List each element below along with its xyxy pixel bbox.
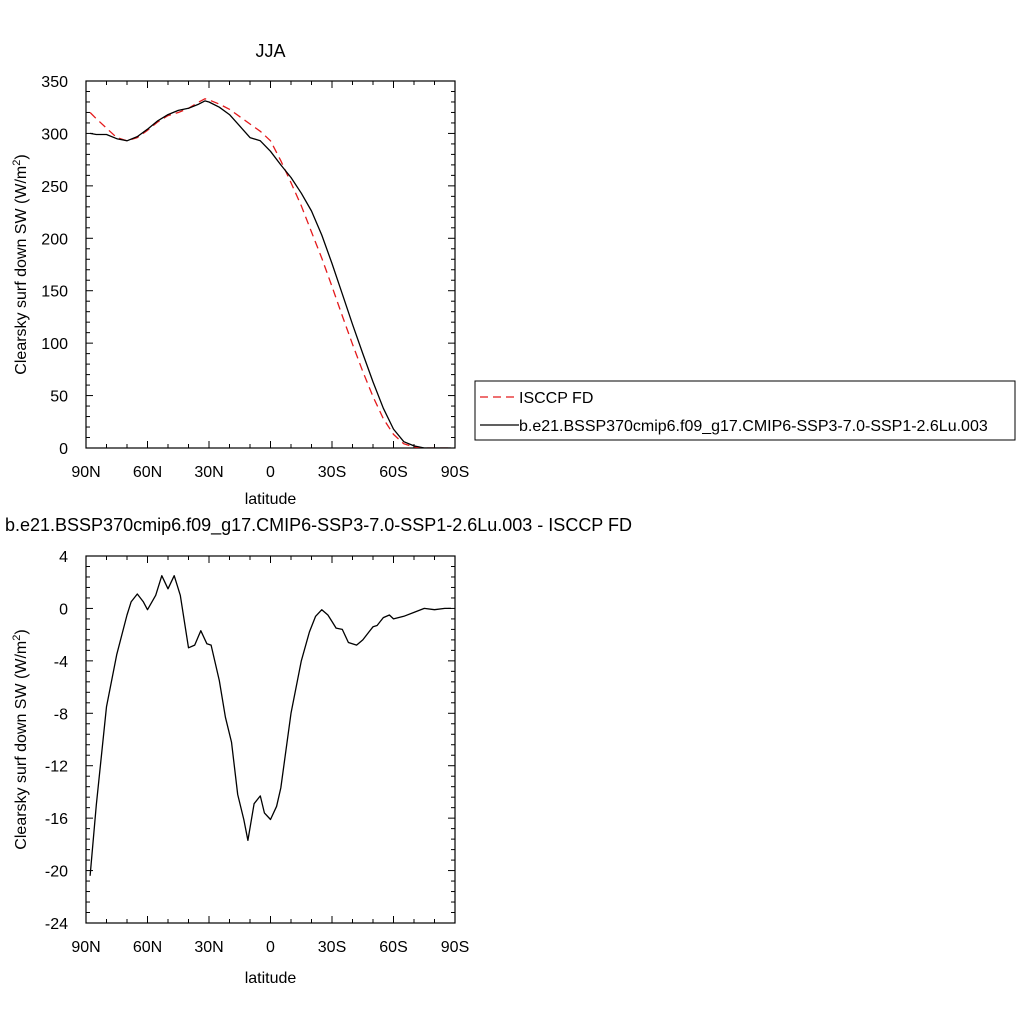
x-tick-label: 60S [379,464,407,481]
y-tick-label: 350 [41,74,68,91]
x-tick-label: 60S [379,939,407,956]
y-tick-label: -20 [45,864,68,881]
y-tick-label: -16 [45,811,68,828]
y-tick-label: 250 [41,179,68,196]
x-tick-label: 90N [71,939,100,956]
legend-label-1: ISCCP FD [519,390,593,407]
x-tick-label: 90S [441,464,469,481]
y-tick-label: 300 [41,126,68,143]
x-tick-label: 30N [194,464,223,481]
y-axis-label-close: ) [13,629,30,634]
y-axis-label-close: ) [13,154,30,159]
y-tick-label: 200 [41,231,68,248]
y-axis-label-sup: 2 [11,160,23,166]
series-line-2 [89,100,451,448]
x-tick-label: 60N [133,939,162,956]
difference-line [89,575,451,876]
y-tick-label: -24 [45,916,68,933]
y-tick-label: 100 [41,336,68,353]
legend: ISCCP FD b.e21.BSSP370cmip6.f09_g17.CMIP6… [474,380,1016,441]
chart-title: JJA [255,41,285,61]
y-axis-label-text: Clearsky surf down SW (W/m [13,166,30,375]
y-axis-label: Clearsky surf down SW (W/m2) [11,629,30,849]
x-axis-label: latitude [245,970,297,987]
y-axis-label: Clearsky surf down SW (W/m2) [11,154,30,374]
y-tick-label: 150 [41,284,68,301]
chart-panel-2: 90N 60N 30N 0 30S 60S 90S -24 -20 -16 -12 -8 -4 0 4 b.e… [5,515,632,987]
y-axis-label-sup: 2 [11,635,23,641]
y-tick-label: 50 [50,389,68,406]
chart-panel-1: 90N 60N 30N 0 30S 60S 90S 0 50 100 150 200 250 300 350… [11,41,1016,508]
y-tick-label: 4 [59,549,68,566]
chart-title: b.e21.BSSP370cmip6.f09_g17.CMIP6-SSP3-7.… [5,515,632,536]
y-axis-label-text: Clearsky surf down SW (W/m [13,641,30,850]
x-tick-label: 0 [266,939,275,956]
x-tick-label: 90N [71,464,100,481]
series-line-1 [89,98,451,448]
y-tick-label: -4 [54,654,68,671]
x-tick-label: 30S [318,464,346,481]
y-tick-label: 0 [59,441,68,458]
x-tick-label: 90S [441,939,469,956]
legend-label-2: b.e21.BSSP370cmip6.f09_g17.CMIP6-SSP3-7.… [519,418,988,435]
x-tick-label: 0 [266,464,275,481]
x-tick-label: 30N [194,939,223,956]
x-axis-label: latitude [245,491,297,508]
x-tick-label: 30S [318,939,346,956]
plot-frame [85,555,456,924]
y-tick-label: -8 [54,706,68,723]
y-tick-label: 0 [59,601,68,618]
y-tick-label: -12 [45,759,68,776]
plot-frame [85,80,456,449]
x-tick-label: 60N [133,464,162,481]
legend-box [474,380,1016,441]
